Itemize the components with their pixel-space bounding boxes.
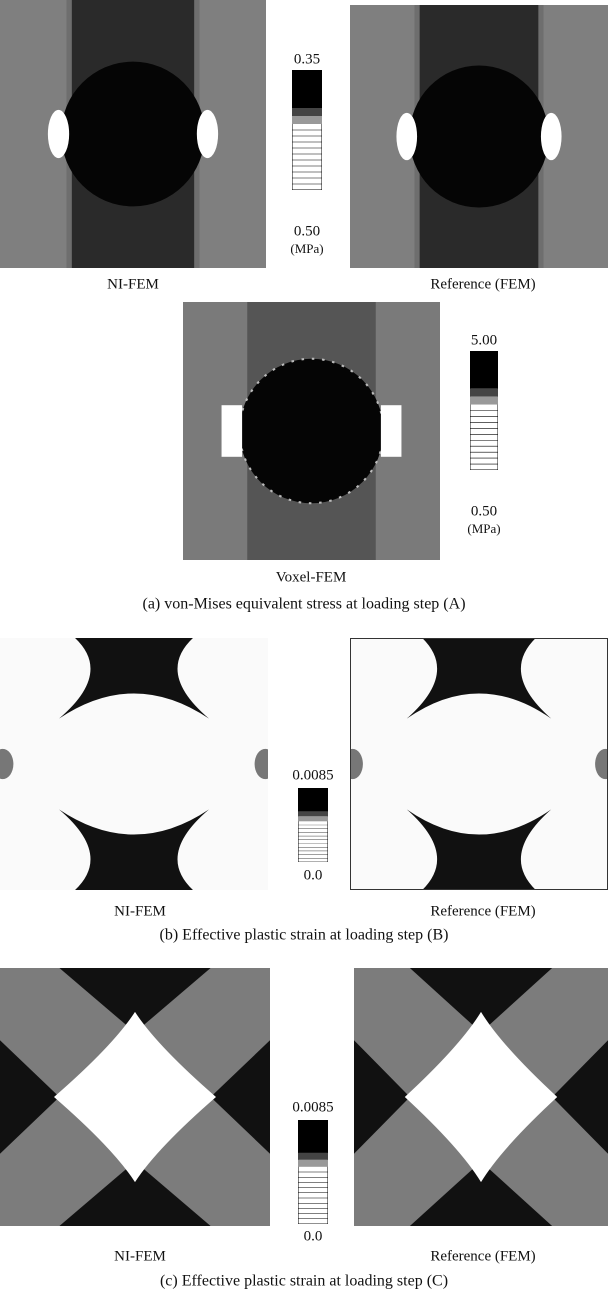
ni-fem-image [0,0,266,268]
scale-bottom: 0.50 [294,223,320,239]
voxel-label: Voxel-FEM [276,569,347,585]
scale-bottom: 0.0 [304,867,323,883]
voxel-image [183,302,440,560]
caption: (b) Effective plastic strain at loading … [160,927,449,944]
colorbar [470,351,498,470]
ni-fem-image [0,638,276,890]
scale-bottom: 0.50 [471,503,497,519]
right-label: Reference (FEM) [430,276,535,292]
reference-image [354,968,608,1226]
left-label: NI-FEM [114,903,166,919]
left-label: NI-FEM [107,276,159,292]
scale-bottom: 0.0 [304,1228,323,1244]
figure: 0.35 0.50 (MPa) NI-FEM Reference (FEM) 5… [0,0,608,1293]
page: 0.35 0.50 (MPa) NI-FEM Reference (FEM) 5… [0,0,608,1293]
reference-image [342,638,608,890]
right-label: Reference (FEM) [430,1248,535,1264]
scale-top: 5.00 [471,332,497,348]
scale-top: 0.35 [294,51,320,67]
scale-unit: (MPa) [467,521,500,536]
scale-top: 0.0085 [292,1099,333,1115]
scale-top: 0.0085 [292,767,333,783]
colorbar [298,788,328,862]
colorbar [298,1120,328,1224]
left-label: NI-FEM [114,1248,166,1264]
ni-fem-image [0,968,270,1226]
colorbar [292,70,322,190]
right-label: Reference (FEM) [430,903,535,919]
reference-image [350,5,608,268]
caption: (c) Effective plastic strain at loading … [160,1273,448,1290]
caption: (a) von-Mises equivalent stress at loadi… [142,596,465,613]
scale-unit: (MPa) [290,241,323,256]
